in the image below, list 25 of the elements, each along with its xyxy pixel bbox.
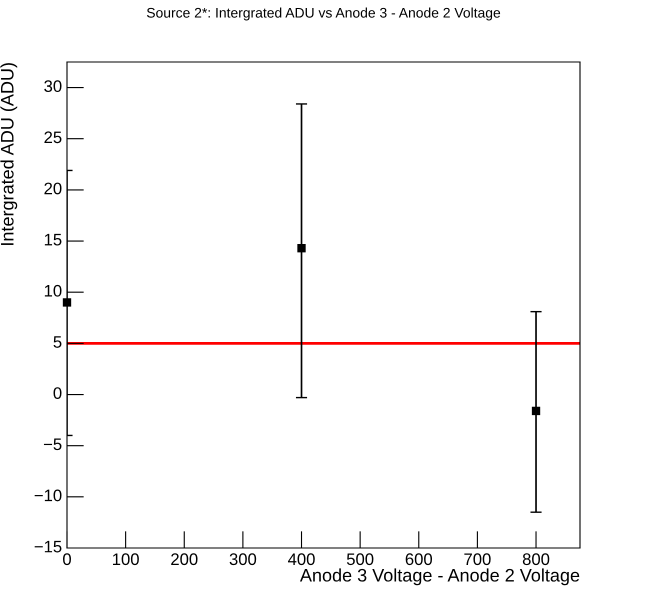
point	[297, 244, 306, 252]
chart-title: Source 2*: Intergrated ADU vs Anode 3 - Anode 2 Voltage	[146, 7, 500, 20]
y-tick-label: 5	[54, 336, 62, 348]
x-tick-label: 400	[288, 553, 315, 566]
y-tick-label: −15	[34, 540, 62, 552]
x-axis-title: Anode 3 Voltage - Anode 2 Voltage	[300, 568, 580, 586]
y-tick-label: −5	[44, 438, 62, 450]
y-tick-label: 10	[44, 284, 62, 297]
point	[532, 406, 540, 416]
x-tick-label: 700	[464, 553, 491, 566]
x-tick-label: 800	[522, 553, 550, 566]
x-tick-label: 300	[230, 553, 256, 566]
y-tick-label: −10	[34, 490, 62, 502]
y-tick-label: 15	[44, 234, 62, 246]
x-tick-label: 200	[171, 553, 198, 566]
y-tick-label: 30	[44, 80, 62, 92]
x-tick-label: 600	[406, 553, 432, 566]
x-tick-label: 0	[63, 553, 71, 566]
x-tick-label: 100	[112, 553, 139, 566]
y-tick-label: 25	[44, 131, 62, 144]
point	[62, 298, 72, 307]
y-tick-label: 0	[54, 387, 62, 399]
y-tick-label: 20	[44, 182, 62, 194]
x-tick-label: 500	[346, 553, 374, 566]
y-axis-title: Intergrated ADU (ADU)	[0, 63, 18, 245]
